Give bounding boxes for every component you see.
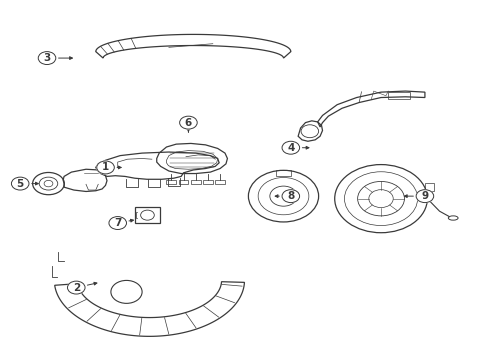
Bar (215, 180, 224, 184)
Text: 5: 5 (17, 179, 24, 189)
Circle shape (67, 281, 85, 294)
Circle shape (415, 190, 433, 203)
Text: 3: 3 (43, 53, 51, 63)
Circle shape (38, 51, 56, 64)
Circle shape (282, 141, 299, 154)
Text: 1: 1 (102, 162, 109, 172)
Circle shape (11, 177, 29, 190)
Text: 4: 4 (286, 143, 294, 153)
Bar (190, 180, 200, 184)
Bar (424, 183, 433, 192)
Circle shape (109, 217, 126, 229)
Bar (276, 170, 290, 176)
Text: 8: 8 (286, 191, 294, 201)
Bar (166, 180, 176, 184)
Circle shape (282, 190, 299, 203)
Text: 7: 7 (114, 218, 121, 228)
Text: 2: 2 (73, 283, 80, 293)
Text: 6: 6 (184, 118, 192, 128)
Circle shape (179, 116, 197, 129)
Circle shape (97, 161, 114, 174)
Bar (135, 207, 160, 223)
Text: 9: 9 (421, 191, 427, 201)
Bar (178, 180, 188, 184)
Bar (387, 92, 409, 99)
Bar (203, 180, 212, 184)
